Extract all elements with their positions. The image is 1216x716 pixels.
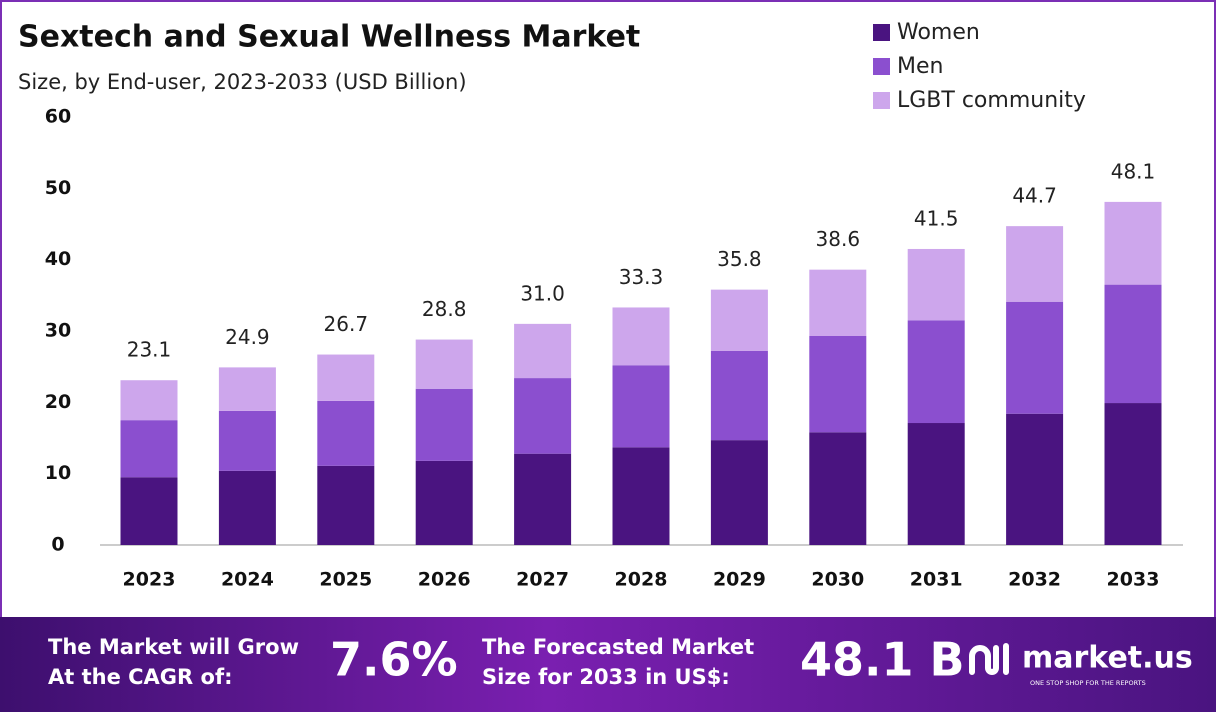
x-tick-label: 2030 — [811, 569, 864, 591]
bar-segment — [1104, 201, 1162, 285]
bar-segment — [317, 465, 375, 545]
x-tick-label: 2032 — [1008, 569, 1061, 591]
total-label: 44.7 — [1012, 184, 1057, 208]
bar-segment — [907, 320, 965, 424]
legend-swatch — [873, 24, 890, 41]
y-tick-label: 40 — [45, 248, 71, 270]
bar-segment — [1104, 284, 1162, 404]
brand: market.us — [1022, 641, 1193, 676]
bar-segment — [514, 323, 572, 379]
x-tick-label: 2023 — [123, 569, 176, 591]
forecast-text: Size for 2033 in US$: — [482, 665, 730, 689]
bar-segment — [317, 400, 375, 466]
bar-segment — [415, 388, 473, 461]
bar-segment — [809, 269, 867, 336]
x-tick-label: 2028 — [615, 569, 668, 591]
footer: The Market will Grow At the CAGR of: 7.6… — [48, 633, 1193, 690]
total-label: 35.8 — [717, 247, 762, 271]
total-label: 26.7 — [324, 312, 369, 336]
chart-subtitle: Size, by End-user, 2023-2033 (USD Billio… — [18, 70, 467, 94]
bar-segment — [218, 470, 276, 545]
total-label: 23.1 — [127, 338, 172, 362]
legend-swatch — [873, 92, 890, 109]
x-tick-label: 2025 — [319, 569, 372, 591]
total-label: 28.8 — [422, 297, 467, 321]
bar-segment — [710, 440, 768, 545]
bar-segment — [710, 289, 768, 351]
bar-segment — [1006, 413, 1064, 545]
x-tick-label: 2029 — [713, 569, 766, 591]
bar-segment — [120, 380, 178, 421]
cagr-text: At the CAGR of: — [48, 665, 233, 689]
total-label: 41.5 — [914, 206, 959, 230]
x-tick-label: 2024 — [221, 569, 274, 591]
y-tick-label: 50 — [45, 177, 71, 199]
bar-segment — [317, 354, 375, 401]
legend-label: Men — [897, 54, 943, 79]
cagr-text: The Market will Grow — [48, 635, 299, 659]
total-label: 38.6 — [816, 227, 861, 251]
total-label: 48.1 — [1111, 159, 1156, 183]
bar-segment — [120, 477, 178, 545]
chart-title: Sextech and Sexual Wellness Market — [18, 20, 640, 55]
bar-segment — [218, 367, 276, 411]
x-tick-label: 2033 — [1107, 569, 1160, 591]
total-label: 33.3 — [619, 265, 664, 289]
bar-segment — [809, 432, 867, 545]
bar-segment — [1104, 403, 1162, 545]
bar-segment — [710, 350, 768, 441]
legend-label: LGBT community — [897, 88, 1086, 113]
x-tick-label: 2027 — [516, 569, 569, 591]
bar-segment — [907, 423, 965, 545]
legend-label: Women — [897, 20, 980, 45]
y-tick-label: 60 — [45, 106, 71, 128]
bar-segment — [514, 378, 572, 454]
x-tick-label: 2026 — [418, 569, 471, 591]
footer-banner — [0, 617, 1216, 712]
bar-segment — [612, 307, 670, 366]
bar-segment — [907, 248, 965, 321]
total-label: 31.0 — [520, 281, 565, 305]
brand-logo — [969, 643, 1009, 675]
forecast-text: The Forecasted Market — [482, 635, 754, 659]
x-tick-label: 2031 — [910, 569, 963, 591]
tagline: ONE STOP SHOP FOR THE REPORTS — [1030, 679, 1146, 687]
bar-segment — [415, 460, 473, 545]
forecast-value: 48.1 B — [800, 633, 965, 687]
bar-segment — [1006, 301, 1064, 414]
y-tick-label: 0 — [51, 534, 64, 556]
total-label: 24.9 — [225, 325, 270, 349]
cagr-value: 7.6% — [330, 633, 458, 687]
bar-segment — [809, 335, 867, 433]
bar-segment — [415, 339, 473, 389]
bar-segment — [612, 447, 670, 545]
legend-swatch — [873, 58, 890, 75]
bar-segment — [612, 365, 670, 448]
bar-segment — [120, 420, 178, 478]
y-tick-label: 10 — [45, 462, 71, 484]
bar-segment — [1006, 226, 1064, 302]
bar-segment — [218, 410, 276, 471]
bar-segment — [514, 453, 572, 545]
y-tick-label: 20 — [45, 391, 71, 413]
y-tick-label: 30 — [45, 320, 71, 342]
